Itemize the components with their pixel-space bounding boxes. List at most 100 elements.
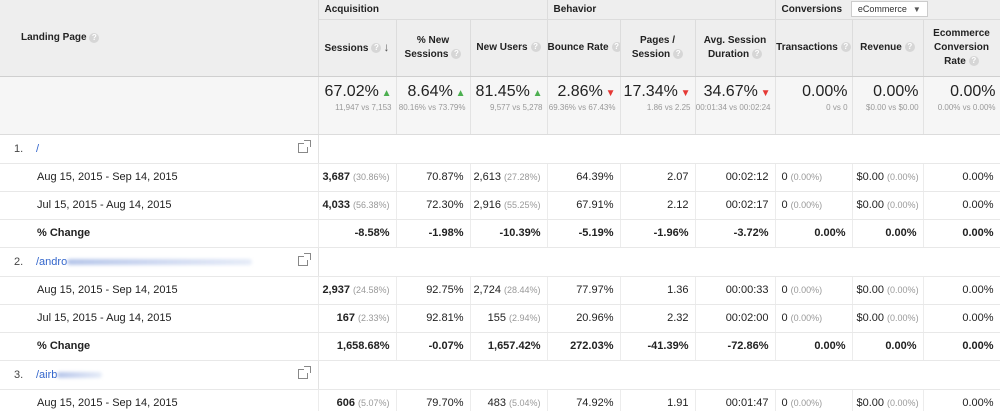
open-external-icon[interactable] xyxy=(297,365,311,379)
landing-page-link[interactable]: /airb xyxy=(36,368,58,381)
cell-value: -5.19% xyxy=(578,227,614,239)
change-avg-session-duration-cell: -72.86% xyxy=(695,332,776,361)
column-header-label: Revenue xyxy=(860,41,902,53)
open-external-icon[interactable] xyxy=(297,252,311,266)
cell-percent: (27.28%) xyxy=(503,172,541,182)
ecommerce-conversion-rate-cell: 0.00% xyxy=(923,389,1000,411)
help-icon[interactable]: ? xyxy=(840,41,851,52)
pages-body: 1. / Aug 15, 2015 - Sep 14, 2015 3,687 (30.8… xyxy=(0,134,1000,411)
sessions-cell: 4,033 (56.38%) xyxy=(318,191,397,220)
date-range-row: Aug 15, 2015 - Sep 14, 2015 3,687 (30.86%)… xyxy=(0,163,1000,192)
cell-value: -3.72% xyxy=(733,227,769,239)
cell-value: 2,724 xyxy=(473,284,501,296)
ecommerce-conversion-rate-cell: 0.00% xyxy=(923,191,1000,220)
column-header-label: Pages / xyxy=(639,34,676,46)
behavior-group-header: Behavior xyxy=(547,0,776,20)
help-icon[interactable]: ? xyxy=(673,48,684,59)
date-range-label: Aug 15, 2015 - Sep 14, 2015 xyxy=(0,389,319,411)
summary-row: 67.02% ▲ 11,947 vs 7,153 8.64% ▲ 80.16% vs … xyxy=(0,76,1000,135)
summary-cell-pages-per-session: 17.34% ▼ 1.86 vs 2.25 xyxy=(620,76,696,135)
summary-comparison: 11,947 vs 7,153 xyxy=(335,102,392,112)
new-sessions-cell: 72.30% xyxy=(396,191,471,220)
cell-value: 2,613 xyxy=(473,171,501,183)
column-header-revenue[interactable]: Revenue? xyxy=(852,19,924,77)
change-sessions-cell: 1,658.68% xyxy=(318,332,397,361)
cell-value: 2.12 xyxy=(667,199,689,211)
percent-change-row: % Change 1,658.68% -0.07% 1,657.42% 272.03% -… xyxy=(0,332,1000,361)
conversions-select[interactable]: eCommerce ▼ xyxy=(850,1,928,18)
column-header-new-sessions[interactable]: % New Sessions? xyxy=(396,19,471,77)
change-transactions-cell: 0.00% xyxy=(775,332,853,361)
cell-value: 77.97% xyxy=(576,284,614,296)
summary-comparison: $0.00 vs $0.00 xyxy=(866,102,919,112)
change-revenue-cell: 0.00% xyxy=(852,219,924,248)
summary-cell-bounce-rate: 2.86% ▼ 69.36% vs 67.43% xyxy=(547,76,621,135)
sort-descending-icon[interactable]: ↓ xyxy=(383,39,390,54)
avg-session-duration-cell: 00:01:47 xyxy=(695,389,776,411)
transactions-cell: 0 (0.00%) xyxy=(775,304,853,333)
cell-value: 70.87% xyxy=(426,171,464,183)
cell-value: -41.39% xyxy=(647,340,689,352)
transactions-cell: 0 (0.00%) xyxy=(775,163,853,192)
cell-percent: (0.00%) xyxy=(887,172,919,182)
landing-page-row-spacer xyxy=(318,247,1000,277)
landing-page-link[interactable]: / xyxy=(36,142,40,155)
cell-percent: (0.00%) xyxy=(790,313,823,323)
avg-session-duration-cell: 00:02:12 xyxy=(695,163,776,192)
column-header-bounce-rate[interactable]: Bounce Rate? xyxy=(547,19,621,77)
cell-percent: (24.58%) xyxy=(352,285,390,295)
column-header-transactions[interactable]: Transactions? xyxy=(775,19,853,77)
cell-percent: (55.25%) xyxy=(503,200,541,210)
open-external-icon[interactable] xyxy=(297,139,311,153)
summary-comparison: 80.16% vs 73.79% xyxy=(398,102,466,112)
cell-percent: (0.00%) xyxy=(887,285,919,295)
help-icon[interactable]: ? xyxy=(752,48,763,59)
cell-value: 1.36 xyxy=(667,284,689,296)
column-header-sessions[interactable]: Sessions? ↓ xyxy=(318,19,397,77)
caret-down-icon: ▼ xyxy=(912,5,921,15)
landing-page-header[interactable]: Landing Page ? xyxy=(0,0,319,77)
summary-label-cell xyxy=(0,76,319,135)
conversions-label: Conversions xyxy=(781,4,843,16)
column-header-avg-session-duration[interactable]: Avg. Session Duration? xyxy=(695,19,776,77)
cell-value: 0.00% xyxy=(962,284,994,296)
percent-change-label: % Change xyxy=(0,332,319,361)
column-header-ecommerce-conversion-rate[interactable]: Ecommerce Conversion Rate? xyxy=(923,19,1000,77)
summary-comparison: 0.00% vs 0.00% xyxy=(937,102,996,112)
help-icon[interactable]: ? xyxy=(530,41,541,52)
column-header-label: New Users xyxy=(476,41,528,53)
help-icon[interactable]: ? xyxy=(611,41,619,52)
date-range-row: Aug 15, 2015 - Sep 14, 2015 606 (5.07%) 79.… xyxy=(0,389,1000,411)
column-header-label: Ecommerce xyxy=(933,27,990,39)
cell-value: $0.00 xyxy=(856,199,885,211)
summary-cell-ecommerce-conversion-rate: 0.00% 0.00% vs 0.00% xyxy=(923,76,1000,135)
summary-cell-avg-session-duration: 34.67% ▼ 00:01:34 vs 00:02:24 xyxy=(695,76,776,135)
column-header-new-users[interactable]: New Users? xyxy=(470,19,548,77)
help-icon[interactable]: ? xyxy=(451,48,462,59)
column-header-label: Sessions xyxy=(324,42,369,54)
pages-per-session-cell: 1.91 xyxy=(620,389,696,411)
cell-value: -1.96% xyxy=(653,227,689,239)
cell-percent: (0.00%) xyxy=(790,285,823,295)
help-icon[interactable]: ? xyxy=(371,42,382,53)
sessions-cell: 606 (5.07%) xyxy=(318,389,397,411)
date-range-row: Jul 15, 2015 - Aug 14, 2015 167 (2.33%) 92.… xyxy=(0,304,1000,333)
summary-comparison: 1.86 vs 2.25 xyxy=(646,102,691,112)
change-pages-per-session-cell: -41.39% xyxy=(620,332,696,361)
cell-value: 0.00% xyxy=(814,340,846,352)
bounce-rate-cell: 67.91% xyxy=(547,191,621,220)
sessions-cell: 2,937 (24.58%) xyxy=(318,276,397,305)
summary-cell-transactions: 0.00% 0 vs 0 xyxy=(775,76,853,135)
help-icon[interactable]: ? xyxy=(968,55,979,66)
help-icon[interactable]: ? xyxy=(904,41,915,52)
cell-value: 0 xyxy=(781,199,788,211)
cell-value: 00:01:47 xyxy=(725,397,769,409)
landing-page-link[interactable]: /andro xyxy=(36,255,68,268)
column-header-pages-per-session[interactable]: Pages / Session? xyxy=(620,19,696,77)
column-header-label: Rate xyxy=(944,55,966,67)
column-header-label: Sessions xyxy=(404,48,449,60)
cell-percent: (0.00%) xyxy=(790,398,823,408)
new-users-cell: 2,724 (28.44%) xyxy=(470,276,548,305)
help-icon[interactable]: ? xyxy=(89,32,100,43)
